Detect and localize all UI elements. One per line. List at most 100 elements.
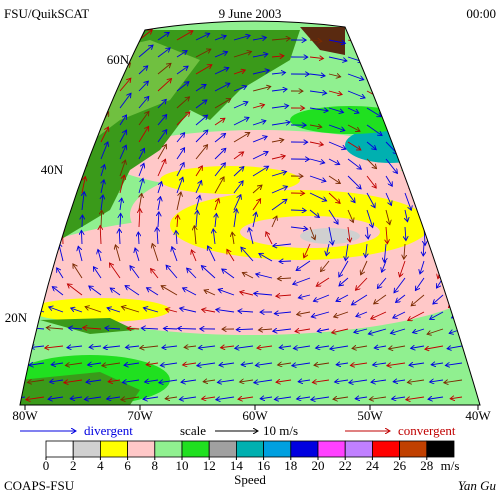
- wind-arrow: [442, 107, 451, 117]
- wind-arrow: [67, 284, 83, 296]
- legend-scale-value: 10 m/s: [263, 423, 298, 438]
- wind-arrow: [309, 175, 326, 181]
- wind-arrow: [328, 39, 345, 43]
- colorbar-swatch: [399, 440, 428, 458]
- wind-arrow: [233, 70, 245, 75]
- wind-arrow: [293, 346, 311, 349]
- wind-arrow: [176, 112, 190, 126]
- wind-arrow: [371, 311, 387, 319]
- wind-arrow: [98, 249, 101, 262]
- wind-arrow: [366, 73, 379, 80]
- colorbar-tick-label: 14: [230, 458, 244, 473]
- colorbar-swatch: [208, 440, 237, 458]
- wind-arrow: [405, 226, 406, 241]
- wind-arrow: [89, 346, 102, 347]
- wind-arrow: [195, 145, 208, 160]
- colorbar: 0 2 4 6 8 10 12 14 16 18 20 22 24 26 28 m/s: [43, 440, 459, 473]
- wind-arrow: [195, 195, 200, 211]
- wind-arrow: [218, 289, 235, 296]
- wind-arrow: [411, 346, 425, 348]
- wind-arrow: [50, 380, 64, 382]
- wind-arrow: [311, 397, 330, 400]
- wind-arrow: [89, 286, 102, 296]
- wind-arrow: [222, 269, 235, 279]
- wind-arrow: [393, 380, 406, 382]
- legend-divergent: divergent: [84, 423, 133, 438]
- wind-arrow: [101, 210, 102, 228]
- wind-arrow: [81, 79, 91, 92]
- wind-arrow: [347, 124, 360, 131]
- wind-arrow: [273, 329, 292, 331]
- wind-arrow: [20, 379, 26, 383]
- wind-arrow: [214, 52, 228, 58]
- wind-arrow: [404, 243, 405, 259]
- wind-arrow: [415, 277, 425, 291]
- wind-arrow: [274, 397, 292, 399]
- colorbar-swatch: [263, 440, 292, 458]
- wind-arrow: [162, 346, 178, 348]
- wind-arrow: [20, 327, 26, 330]
- wind-arrow: [138, 45, 153, 58]
- lat-label: 20N: [5, 310, 28, 325]
- wind-arrow: [138, 66, 148, 75]
- wind-arrow: [431, 363, 444, 365]
- wind-arrow: [157, 63, 171, 75]
- wind-arrow: [348, 226, 350, 242]
- wind-arrow: [195, 33, 210, 41]
- wind-arrow: [100, 97, 109, 109]
- wind-arrow: [31, 284, 45, 296]
- wind-arrow: [309, 57, 324, 59]
- time-title: 00:00: [466, 6, 496, 21]
- wind-arrow: [347, 158, 361, 169]
- wind-arrow: [271, 199, 287, 211]
- wind-arrow: [46, 328, 64, 329]
- wind-arrow: [347, 90, 365, 98]
- lat-label: 60N: [107, 52, 130, 67]
- wind-arrow: [404, 141, 414, 153]
- wind-arrow: [242, 273, 254, 279]
- wind-arrow: [442, 90, 456, 104]
- wind-arrow: [351, 294, 368, 305]
- wind-arrow: [119, 229, 120, 245]
- wind-arrow: [139, 209, 140, 228]
- wind-arrow: [100, 127, 108, 143]
- wind-arrow: [195, 181, 202, 194]
- wind-arrow: [328, 158, 340, 164]
- wind-arrow: [328, 56, 347, 61]
- colorbar-tick-label: 8: [152, 458, 159, 473]
- wind-arrow: [458, 260, 463, 276]
- legend-scale: scale: [180, 423, 206, 438]
- wind-arrow: [271, 89, 287, 91]
- wind-arrow: [349, 380, 368, 383]
- wind-arrow: [81, 131, 87, 143]
- wind-arrow: [271, 172, 287, 177]
- wind-arrow: [43, 94, 51, 109]
- wind-arrow: [442, 73, 455, 86]
- wind-arrow: [25, 175, 28, 194]
- wind-arrow: [214, 177, 224, 194]
- wind-arrow: [271, 56, 284, 57]
- colorbar-tick-label: 12: [203, 458, 216, 473]
- wind-arrow: [423, 209, 427, 227]
- wind-arrow: [214, 36, 226, 41]
- wind-arrow: [179, 397, 197, 399]
- wind-arrow: [442, 175, 450, 193]
- wind-arrow: [177, 215, 178, 228]
- wind-arrow: [81, 177, 85, 194]
- wind-arrow: [271, 122, 290, 126]
- wind-arrow: [428, 397, 444, 399]
- wind-arrow: [122, 380, 140, 382]
- wind-arrow: [257, 346, 273, 348]
- colorbar-tick-label: 28: [420, 458, 433, 473]
- wind-arrow: [328, 90, 342, 95]
- lon-label: 70W: [127, 408, 153, 423]
- wind-arrow: [82, 192, 84, 211]
- wind-arrow: [100, 165, 105, 177]
- footer-right: Yan Gu: [458, 478, 497, 493]
- colorbar-swatch: [344, 440, 373, 458]
- wind-arrow: [236, 329, 254, 330]
- wind-arrow: [309, 192, 327, 201]
- wind-arrow: [411, 294, 425, 306]
- wind-arrow: [279, 261, 292, 262]
